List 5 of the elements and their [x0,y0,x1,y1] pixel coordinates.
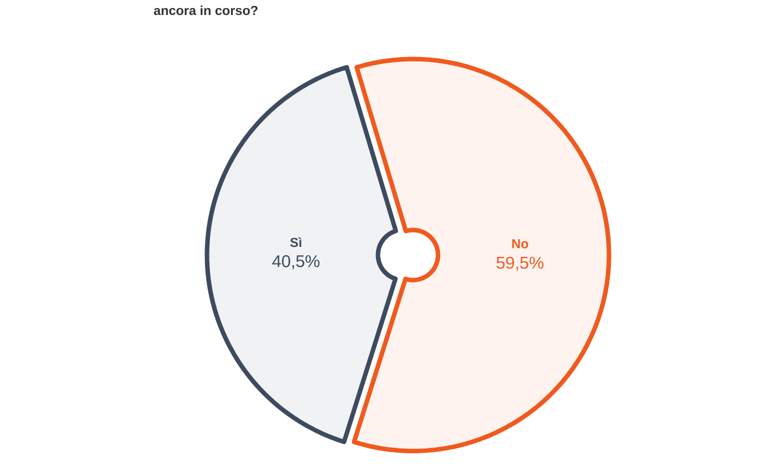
slice-label: Sì [290,237,302,248]
chart-title: ancora in corso? [154,6,258,16]
data-label: 40,5% [272,255,320,270]
slice-label: No [512,239,528,248]
data-label: 59,5% [496,256,544,271]
